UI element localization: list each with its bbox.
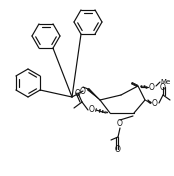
Text: O: O — [149, 83, 155, 92]
Text: O: O — [152, 99, 158, 108]
Polygon shape — [145, 100, 151, 104]
Text: O: O — [115, 144, 121, 153]
Text: O: O — [160, 83, 166, 92]
Text: Me: Me — [160, 79, 170, 85]
Text: O: O — [80, 86, 86, 96]
Polygon shape — [87, 88, 100, 100]
Text: O: O — [75, 89, 81, 98]
Text: O: O — [89, 105, 95, 115]
Text: O: O — [117, 120, 123, 128]
